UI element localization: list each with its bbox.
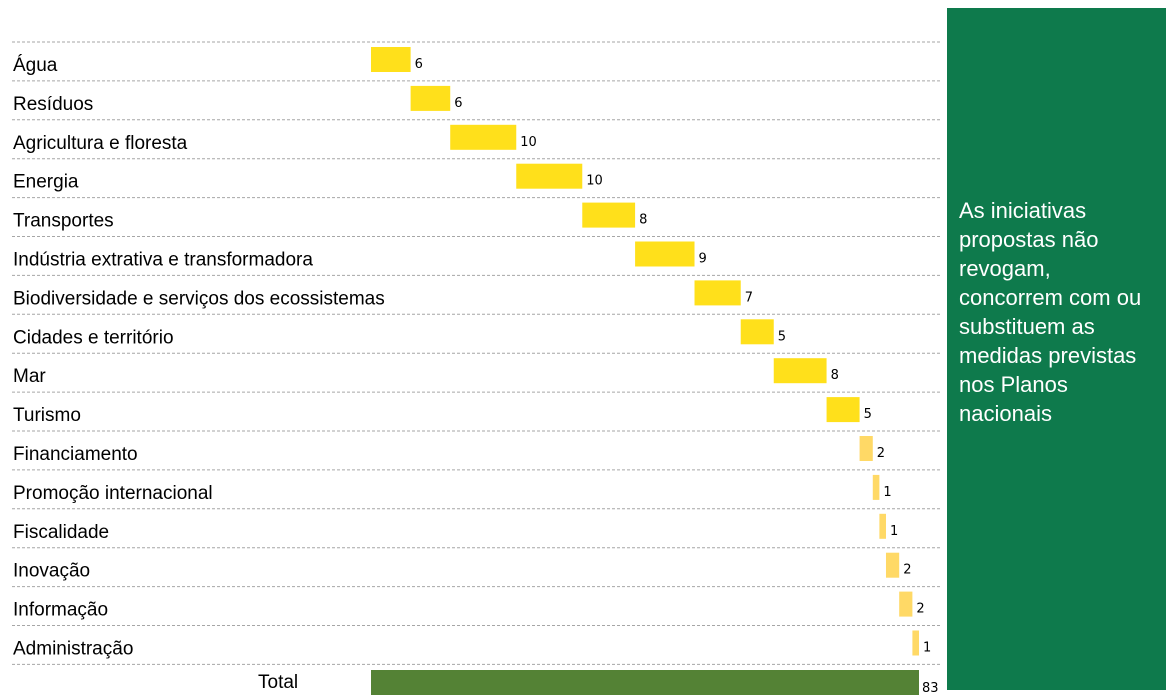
value-label: 8 (831, 368, 839, 383)
bar (872, 474, 880, 500)
category-label: Indústria extrativa e transformadora (13, 250, 313, 271)
category-label: Água (13, 55, 58, 76)
value-label: 8 (639, 213, 647, 228)
value-label: 1 (890, 524, 898, 539)
bar (859, 436, 873, 461)
total-bar (371, 670, 919, 695)
value-label: 10 (586, 174, 603, 189)
value-label: 10 (520, 135, 537, 150)
bar (371, 47, 411, 72)
bar (899, 591, 913, 617)
value-label: 5 (864, 407, 872, 422)
note-text: As iniciativas propostas não revogam, co… (959, 198, 1142, 426)
category-label: Informação (13, 600, 108, 621)
note-panel: As iniciativas propostas não revogam, co… (947, 8, 1166, 690)
bar (879, 513, 886, 539)
bar (826, 397, 860, 423)
total-label: Total (258, 672, 298, 693)
bar (635, 241, 695, 267)
category-label: Promoção internacional (13, 483, 213, 504)
bar (773, 358, 827, 384)
category-label: Energia (13, 172, 79, 193)
value-label: 6 (454, 96, 462, 111)
value-label: 9 (699, 252, 707, 267)
category-label: Biodiversidade e serviços dos ecossistem… (13, 288, 385, 309)
category-label: Mar (13, 366, 46, 387)
bar (410, 85, 451, 111)
bar (450, 124, 517, 150)
total-value-label: 83 (922, 681, 939, 695)
value-label: 2 (916, 602, 924, 617)
category-label: Resíduos (13, 94, 93, 115)
value-label: 1 (883, 485, 891, 500)
value-label: 5 (778, 329, 786, 344)
value-label: 1 (923, 641, 931, 656)
waterfall-chart: Água 6 Resíduos 6 Agricultura e floresta 10 En… (12, 41, 942, 695)
category-label: Inovação (13, 561, 90, 582)
category-label: Financiamento (13, 444, 138, 465)
category-label: Administração (13, 639, 133, 660)
bar (912, 630, 919, 656)
bar (740, 319, 774, 345)
bar (582, 202, 636, 228)
category-label: Transportes (13, 211, 114, 232)
category-label: Turismo (13, 405, 81, 426)
category-label: Cidades e território (13, 327, 174, 348)
value-label: 7 (745, 290, 753, 305)
bar (516, 163, 583, 189)
value-label: 2 (877, 446, 885, 461)
value-label: 6 (415, 57, 423, 72)
category-label: Agricultura e floresta (13, 133, 188, 154)
category-label: Fiscalidade (13, 522, 109, 543)
value-label: 2 (903, 563, 911, 578)
bar (694, 280, 741, 306)
bar (885, 552, 900, 578)
